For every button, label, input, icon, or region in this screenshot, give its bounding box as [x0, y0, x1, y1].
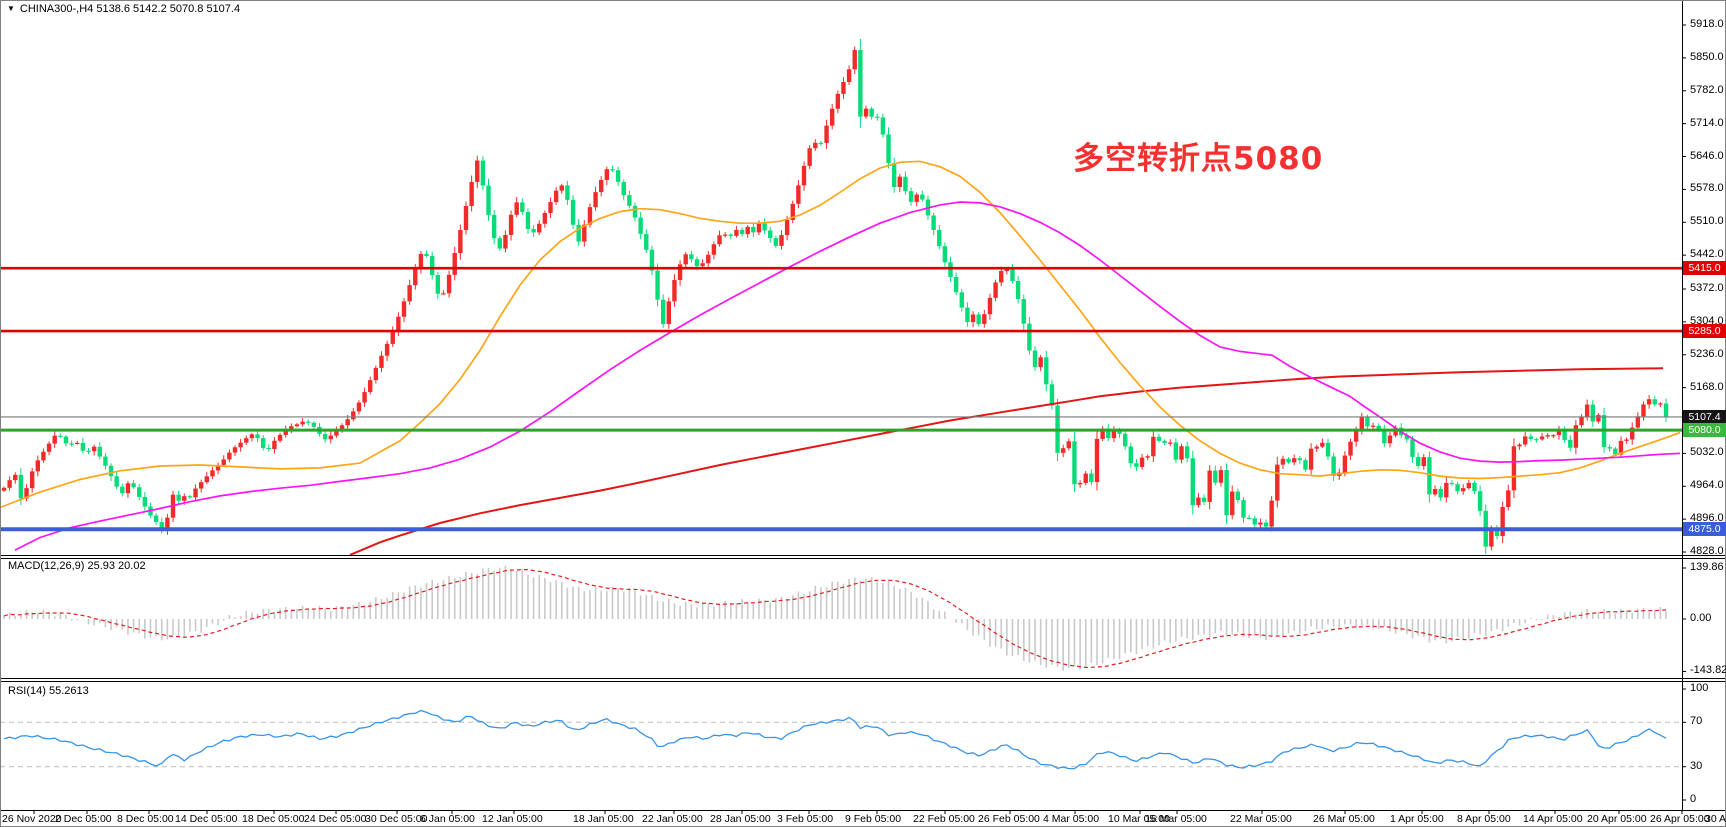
time-tick: 24 Dec 05:00 — [304, 813, 367, 825]
macd-signal-line — [3, 568, 1667, 669]
price-tick-5372.0: 5372.0 — [1690, 281, 1724, 294]
time-tick: 22 Feb 05:00 — [913, 813, 975, 825]
time-tick: 16 Mar 05:00 — [1145, 813, 1207, 825]
time-tick: 8 Apr 05:00 — [1457, 813, 1511, 825]
price-tick-5168.0: 5168.0 — [1690, 380, 1724, 393]
time-tick: 8 Dec 05:00 — [117, 813, 174, 825]
macd-tick-139.86: 139.86 — [1690, 560, 1724, 573]
time-tick: 9 Feb 05:00 — [845, 813, 902, 825]
symbol-ohlc-text: CHINA300-,H4 5138.6 5142.2 5070.8 5107.4 — [19, 3, 241, 15]
time-tick: 10 Mar 05:00 — [1108, 813, 1170, 825]
rsi-tick-0: 0 — [1690, 793, 1697, 805]
time-tick: 26 Feb 05:00 — [978, 813, 1040, 825]
time-tick: 18 Jan 05:00 — [573, 813, 634, 825]
symbol-ohlc-bar: ▼ CHINA300-,H4 5138.6 5142.2 5070.8 5107.… — [7, 3, 240, 15]
time-tick: 4 Mar 05:00 — [1043, 813, 1100, 825]
price-tick-5304.0: 5304.0 — [1690, 314, 1724, 327]
rsi-tick-30: 30 — [1690, 759, 1703, 772]
price-tick-5236.0: 5236.0 — [1690, 347, 1724, 360]
price-tick-5442.0: 5442.0 — [1690, 248, 1724, 261]
chevron-down-icon[interactable]: ▼ — [7, 4, 15, 13]
time-tick: 3 Feb 05:00 — [777, 813, 834, 825]
macd-indicator-label: MACD(12,26,9) 25.93 20.02 — [8, 560, 146, 572]
rsi-tick-70: 70 — [1690, 715, 1703, 728]
time-tick: 22 Mar 05:00 — [1230, 813, 1292, 825]
time-tick: 1 Apr 05:00 — [1390, 813, 1444, 825]
ma-red-line — [349, 367, 1664, 556]
time-tick: 30 Dec 05:00 — [365, 813, 428, 825]
price-tick-5578.0: 5578.0 — [1690, 182, 1724, 195]
rsi-line — [3, 709, 1667, 770]
time-tick: 26 Mar 05:00 — [1313, 813, 1375, 825]
price-tick-5032.0: 5032.0 — [1690, 446, 1724, 459]
price-badge-resistance-5285: 5285.0 — [1683, 324, 1726, 339]
macd-histogram — [3, 565, 1667, 671]
time-tick: 20 Apr 05:00 — [1587, 813, 1647, 825]
rsi-tick-100: 100 — [1690, 682, 1709, 694]
candles-layer[interactable] — [1, 38, 1669, 554]
price-badge-current-price: 5107.4 — [1683, 409, 1726, 424]
price-tick-4828.0: 4828.0 — [1690, 545, 1724, 557]
macd-tick--143.82: -143.82 — [1690, 664, 1726, 677]
price-tick-4896.0: 4896.0 — [1690, 512, 1724, 525]
time-tick: 26 Nov 2020 — [2, 813, 62, 825]
time-tick: 30 Apr 05:00 — [1705, 813, 1726, 825]
price-badge-support-4875: 4875.0 — [1683, 522, 1726, 537]
time-tick: 12 Jan 05:00 — [482, 813, 543, 825]
price-tick-5646.0: 5646.0 — [1690, 149, 1724, 162]
annotation-text: 多空转折点5080 — [1073, 141, 1324, 177]
price-tick-5782.0: 5782.0 — [1690, 83, 1724, 96]
time-tick: 26 Apr 05:00 — [1650, 813, 1710, 825]
price-tick-5850.0: 5850.0 — [1690, 50, 1724, 63]
price-tick-5510.0: 5510.0 — [1690, 215, 1724, 228]
price-badge-pivot-5080: 5080.0 — [1683, 423, 1726, 438]
ma-orange-line — [0, 160, 1681, 509]
price-tick-5918.0: 5918.0 — [1690, 18, 1724, 30]
time-tick: 2 Dec 05:00 — [55, 813, 112, 825]
price-badge-resistance-5415: 5415.0 — [1683, 261, 1726, 276]
price-tick-5714.0: 5714.0 — [1690, 116, 1724, 129]
macd-tick-0.00: 0.00 — [1690, 612, 1712, 624]
price-tick-4964.0: 4964.0 — [1690, 479, 1724, 492]
time-tick: 18 Dec 05:00 — [242, 813, 305, 825]
ma-magenta-line — [14, 201, 1681, 551]
time-tick: 22 Jan 05:00 — [642, 813, 703, 825]
rsi-indicator-label: RSI(14) 55.2613 — [8, 685, 89, 697]
time-tick: 28 Jan 05:00 — [710, 813, 771, 825]
time-tick: 6 Jan 05:00 — [420, 813, 475, 825]
time-tick: 14 Dec 05:00 — [175, 813, 238, 825]
time-tick: 14 Apr 05:00 — [1523, 813, 1583, 825]
